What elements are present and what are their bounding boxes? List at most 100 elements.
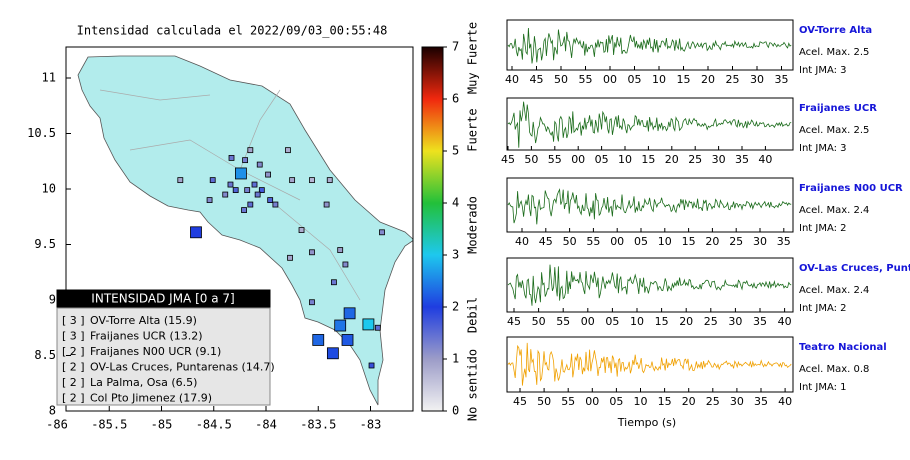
waveform <box>507 342 792 386</box>
time-tick-label: 10 <box>658 235 672 248</box>
station-marker <box>374 324 381 331</box>
station-marker <box>267 197 274 204</box>
station-marker <box>241 207 247 213</box>
time-tick-label: 40 <box>758 153 772 166</box>
time-tick-label: 50 <box>537 395 551 408</box>
int-jma: Int JMA: 2 <box>799 223 847 234</box>
station-name: Fraijanes UCR <box>799 103 877 114</box>
time-tick-label: 05 <box>605 315 619 328</box>
station-marker <box>323 201 330 208</box>
time-tick-label: 55 <box>556 315 570 328</box>
time-tick-label: 55 <box>561 395 575 408</box>
station-marker <box>206 197 213 204</box>
station-name: OV-Torre Alta <box>799 25 872 36</box>
station-marker <box>265 171 271 178</box>
station-marker <box>343 307 356 320</box>
station-marker <box>254 191 261 198</box>
lon-tick-label: -84 <box>255 418 277 432</box>
station-marker <box>362 318 375 331</box>
time-tick-label: 00 <box>603 73 617 86</box>
station-marker <box>309 177 315 184</box>
station-marker <box>341 334 354 346</box>
lat-tick-label: 9 <box>49 293 56 307</box>
station-marker <box>342 261 349 268</box>
time-tick-label: 15 <box>682 235 696 248</box>
time-tick-label: 55 <box>548 153 562 166</box>
time-tick-label: 50 <box>532 315 546 328</box>
lon-tick-label: -85.5 <box>91 418 127 432</box>
colorbar-tick-label: 5 <box>452 144 459 158</box>
station-marker <box>285 147 291 154</box>
station-marker <box>227 181 234 188</box>
waveform-frame <box>506 19 794 71</box>
time-tick-label: 20 <box>705 235 719 248</box>
time-tick-label: 00 <box>571 153 585 166</box>
legend-level: [ 2 ] <box>62 361 85 374</box>
station-name: Fraijanes N00 UCR <box>799 183 903 194</box>
station-marker <box>309 299 315 306</box>
lon-tick-label: -86 <box>46 418 68 432</box>
time-tick-label: 55 <box>586 235 600 248</box>
station-marker <box>228 155 235 161</box>
station-marker <box>334 319 347 332</box>
legend-label: OV-Las Cruces, Puntarenas (14.7) <box>90 361 275 374</box>
time-tick-label: 40 <box>778 395 792 408</box>
legend-body <box>56 307 271 406</box>
station-marker <box>326 177 333 184</box>
acel-max: Acel. Max. 2.5 <box>799 47 869 58</box>
time-tick-label: 25 <box>706 395 720 408</box>
time-tick-label: 25 <box>704 315 718 328</box>
int-jma: Int JMA: 3 <box>799 143 847 154</box>
station-marker <box>235 167 247 180</box>
station-marker <box>287 254 293 261</box>
colorbar-tick-label: 4 <box>452 196 459 210</box>
time-tick-label: 35 <box>735 153 749 166</box>
station-marker <box>312 334 325 346</box>
colorbar-tick-label: 6 <box>452 92 459 106</box>
waveform <box>507 188 792 225</box>
int-jma: Int JMA: 1 <box>799 382 847 393</box>
int-jma: Int JMA: 2 <box>799 303 847 314</box>
lat-tick-label: 8.5 <box>34 348 56 362</box>
acel-max: Acel. Max. 2.5 <box>799 125 869 136</box>
int-jma: Int JMA: 3 <box>799 65 847 76</box>
station-marker <box>242 157 249 164</box>
colorbar-label: Moderado <box>466 196 480 254</box>
time-tick-label: 30 <box>750 73 764 86</box>
station-marker <box>244 187 251 194</box>
time-tick-label: 40 <box>505 73 519 86</box>
waveform <box>507 27 792 64</box>
time-tick-label: 05 <box>634 235 648 248</box>
station-marker <box>177 177 184 184</box>
time-tick-label: 25 <box>688 153 702 166</box>
legend-level: [ 2 ] <box>62 345 85 358</box>
time-tick-label: 40 <box>778 315 792 328</box>
time-tick-label: 05 <box>628 73 642 86</box>
legend-label: Fraijanes UCR (13.2) <box>90 330 203 343</box>
colorbar-tick-label: 1 <box>452 352 459 366</box>
station-marker <box>272 201 279 208</box>
time-tick-label: 10 <box>652 73 666 86</box>
lat-tick-label: 9.5 <box>34 237 56 251</box>
time-tick-label: 35 <box>753 315 767 328</box>
time-tick-label: 45 <box>539 235 553 248</box>
time-tick-label: 45 <box>530 73 544 86</box>
station-marker <box>232 187 239 194</box>
station-marker <box>368 362 375 369</box>
colorbar <box>421 46 444 412</box>
time-tick-label: 05 <box>609 395 623 408</box>
waveform <box>507 264 792 306</box>
time-tick-label: 20 <box>679 315 693 328</box>
time-tick-label: 35 <box>775 73 789 86</box>
map-title: Intensidad calculada el 2022/09/03_00:55… <box>77 24 388 38</box>
lat-tick-label: 10.5 <box>27 126 56 140</box>
station-name: Teatro Nacional <box>799 342 887 353</box>
legend-label: La Palma, Osa (6.5) <box>90 376 197 389</box>
time-tick-label: 10 <box>630 315 644 328</box>
legend-level: [ 3 ] <box>62 330 85 343</box>
legend-title: INTENSIDAD JMA [0 a 7] <box>91 292 234 306</box>
legend-label: Fraijanes N00 UCR (9.1) <box>90 345 221 358</box>
legend: INTENSIDAD JMA [0 a 7] <box>56 289 271 406</box>
time-tick-label: 35 <box>754 395 768 408</box>
